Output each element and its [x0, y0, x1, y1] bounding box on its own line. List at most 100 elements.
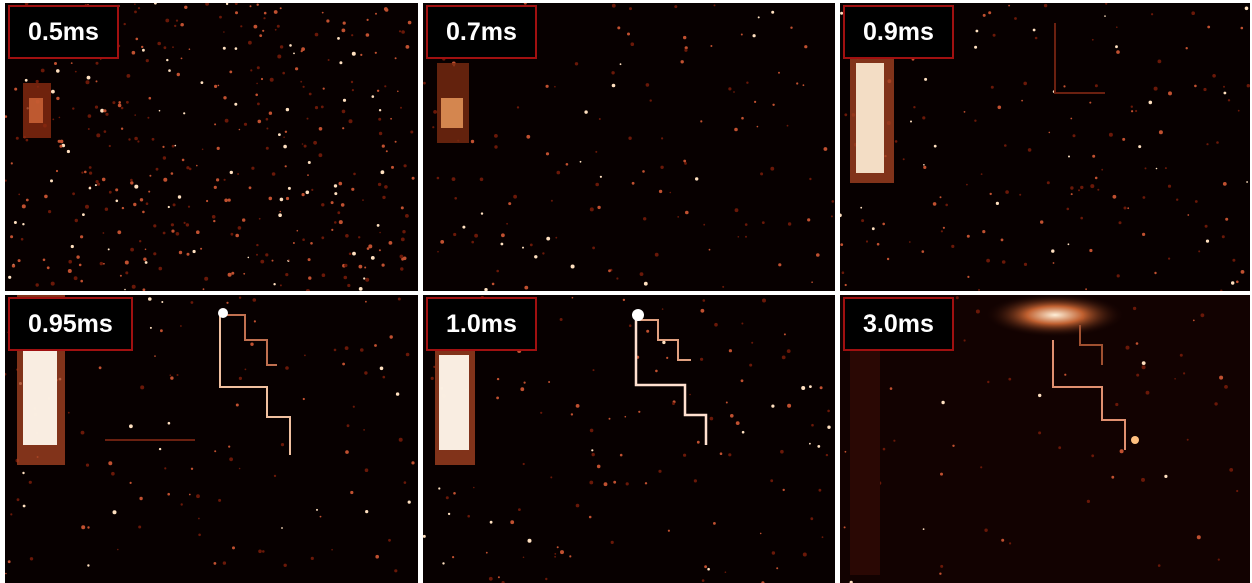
speckle	[184, 222, 186, 224]
speckle	[344, 276, 348, 280]
speckle	[597, 206, 600, 209]
speckle	[198, 534, 201, 537]
speckle	[171, 230, 174, 233]
speckle	[116, 200, 119, 203]
speckle	[1245, 7, 1249, 11]
speckle	[872, 227, 875, 230]
speckle	[293, 53, 295, 55]
speckle	[89, 187, 92, 190]
speckle	[334, 184, 337, 187]
speckle	[285, 131, 287, 133]
speckle	[50, 179, 53, 182]
edge	[220, 315, 277, 365]
speckle	[223, 47, 226, 50]
speckle	[176, 20, 178, 22]
speckle	[378, 183, 381, 186]
speckle	[934, 145, 937, 148]
speckle	[253, 298, 257, 302]
speckle	[403, 257, 407, 261]
speckle	[359, 287, 363, 291]
speckle	[248, 41, 252, 45]
speckle	[125, 261, 129, 265]
speckle	[187, 253, 190, 256]
speckle	[728, 453, 731, 456]
speckle	[1187, 214, 1189, 216]
speckle	[12, 264, 15, 267]
speckle	[1089, 249, 1092, 252]
speckle	[153, 252, 156, 255]
speckle	[186, 166, 189, 169]
speckle	[976, 30, 979, 33]
speckle	[176, 232, 180, 236]
speckle	[280, 7, 282, 9]
speckle	[68, 412, 70, 414]
speckle	[228, 199, 231, 202]
speckle	[380, 367, 384, 371]
speckle	[1174, 378, 1176, 380]
speckle	[1002, 260, 1006, 264]
speckle	[666, 357, 668, 359]
speckle	[310, 242, 313, 245]
speckle	[349, 253, 352, 256]
speckle	[96, 133, 100, 137]
speckle	[87, 76, 91, 80]
speckle	[1231, 281, 1234, 284]
speckle	[922, 116, 925, 119]
speckle	[1136, 342, 1139, 345]
speckle	[660, 166, 663, 169]
speckle	[382, 145, 385, 148]
speckle	[725, 571, 727, 573]
speckle	[59, 145, 62, 148]
speckle	[351, 81, 353, 83]
speckle	[286, 108, 289, 111]
speckle	[1197, 535, 1201, 539]
speckle	[410, 131, 413, 134]
speckle	[1095, 177, 1098, 180]
speckle	[303, 398, 305, 400]
speckle	[923, 166, 926, 169]
speckle	[214, 186, 217, 189]
speckle	[258, 120, 262, 124]
speckle	[741, 379, 744, 382]
speckle	[95, 184, 97, 186]
speckle	[1127, 207, 1129, 209]
speckle	[22, 472, 24, 474]
speckle	[223, 561, 226, 564]
speckle	[1149, 101, 1153, 105]
speckle	[401, 30, 405, 34]
speckle	[1033, 29, 1036, 32]
speckle	[1109, 133, 1113, 137]
speckle	[1091, 454, 1094, 457]
speckle	[1092, 39, 1094, 41]
speckle	[254, 25, 258, 29]
speckle	[256, 254, 258, 256]
speckle	[557, 171, 561, 175]
speckle	[661, 137, 663, 139]
speckle	[595, 183, 599, 187]
speckle	[557, 546, 559, 548]
speckle	[966, 184, 968, 186]
speckle	[159, 110, 161, 112]
speckle	[281, 443, 284, 446]
speckle	[1068, 243, 1070, 245]
edge	[636, 320, 706, 445]
speckle	[304, 355, 306, 357]
speckle	[214, 85, 217, 88]
speckle	[342, 127, 344, 129]
speckle	[379, 132, 382, 135]
speckle	[1095, 84, 1098, 87]
speckle	[126, 101, 129, 104]
speckle	[432, 126, 434, 128]
speckle	[471, 241, 474, 244]
speckle	[277, 55, 281, 59]
speckle	[480, 178, 484, 182]
speckle	[75, 219, 78, 222]
speckle	[1203, 88, 1206, 91]
speckle	[142, 211, 145, 214]
speckle	[1238, 110, 1240, 112]
speckle	[23, 505, 26, 508]
speckle	[138, 7, 140, 9]
speckle	[453, 233, 456, 236]
speckle	[542, 252, 544, 254]
speckle	[266, 118, 269, 121]
